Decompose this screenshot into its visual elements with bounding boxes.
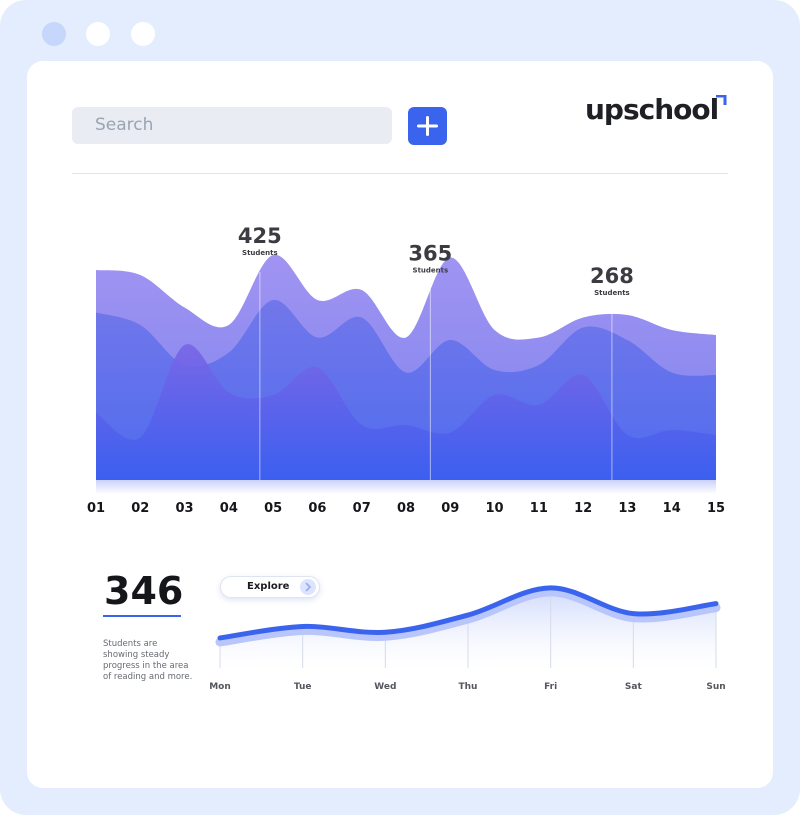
x-tick-label: 01 (87, 501, 105, 516)
divider (72, 173, 728, 174)
peak-label: Students (413, 267, 449, 275)
peak-label: Students (594, 289, 630, 297)
add-button[interactable] (408, 107, 447, 145)
line-shadow (215, 587, 721, 647)
window-dot (131, 22, 155, 46)
day-label: Sun (706, 682, 725, 692)
x-tick-label: 10 (486, 501, 504, 516)
peak-value: 425 (238, 224, 282, 248)
x-tick-label: 15 (707, 501, 725, 516)
peak-label: Students (242, 249, 278, 257)
x-tick-label: 04 (220, 501, 238, 516)
summary-underline (103, 615, 181, 617)
explore-label: Explore (247, 581, 290, 592)
logo: upschool (585, 93, 719, 126)
day-label: Fri (544, 682, 557, 692)
x-tick-label: 09 (441, 501, 459, 516)
x-tick-label: 03 (176, 501, 194, 516)
x-tick-label: 06 (308, 501, 326, 516)
window-dot (86, 22, 110, 46)
x-tick-label: 12 (574, 501, 592, 516)
logo-corner-mark (716, 95, 727, 105)
x-tick-label: 08 (397, 501, 415, 516)
x-tick-label: 05 (264, 501, 282, 516)
area-series-front (96, 344, 716, 480)
peak-value: 268 (590, 264, 634, 288)
window-dot (42, 22, 66, 46)
x-tick-label: 07 (353, 501, 371, 516)
line-series (217, 585, 719, 641)
x-tick-label: 14 (663, 501, 681, 516)
day-label: Wed (374, 682, 396, 692)
explore-button[interactable]: Explore (220, 576, 320, 598)
chevron-right-icon (300, 579, 316, 595)
search-input[interactable]: Search (72, 107, 392, 144)
day-label: Sat (625, 682, 643, 692)
day-label: Thu (459, 682, 478, 692)
x-tick-label: 11 (530, 501, 548, 516)
peak-value: 365 (408, 242, 452, 266)
x-tick-label: 13 (618, 501, 636, 516)
x-tick-label: 02 (131, 501, 149, 516)
day-label: Mon (209, 682, 231, 692)
summary-description: Students are showing steady progress in … (103, 639, 193, 682)
chart-base-glow (96, 480, 716, 494)
summary-value: 346 (104, 569, 184, 613)
plus-icon (417, 116, 438, 136)
day-label: Tue (294, 682, 312, 692)
